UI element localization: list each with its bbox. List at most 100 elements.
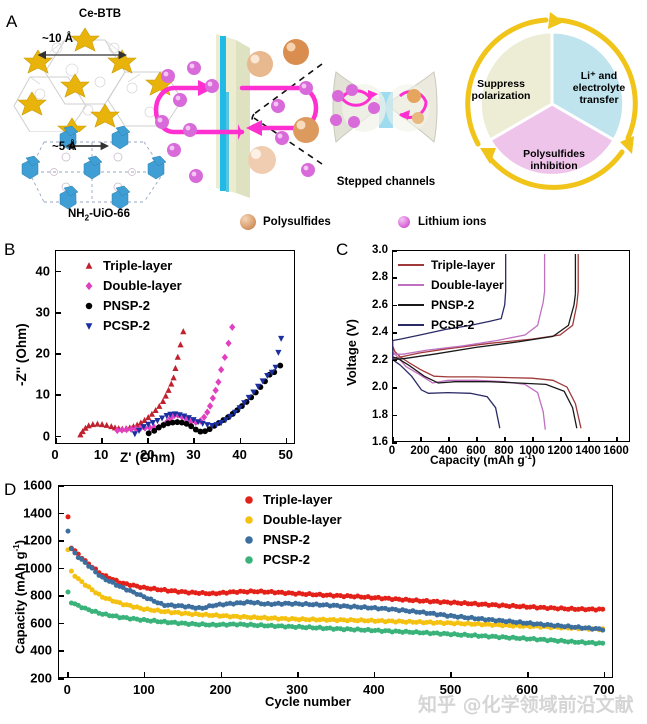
x-tick-label: 30 xyxy=(186,447,201,462)
legend-item: Triple-layer xyxy=(242,492,332,507)
legend-label: Triple-layer xyxy=(431,258,496,272)
legend-item: Double-layer xyxy=(242,512,342,527)
x-tick xyxy=(285,438,288,444)
panel-c-xlabel-sup: -1 xyxy=(524,452,532,461)
panel-d-ylabel-sup: -1 xyxy=(12,544,21,552)
stepped-channel-icon xyxy=(330,71,438,143)
y-tick xyxy=(55,270,61,273)
y-tick xyxy=(392,359,397,362)
y-tick xyxy=(392,387,397,389)
polysulfide-legend-marker xyxy=(240,214,256,230)
x-tick-label: 1000 xyxy=(519,445,545,457)
panel-b: B 0 10 20 30 40 50 0 10 20 30 40 Z' (Ohm) -Z'' (Oh… xyxy=(0,236,330,472)
panel-a: A Ce-BTB xyxy=(0,0,647,236)
x-tick-label: 1400 xyxy=(575,445,601,457)
legend-label: Triple-layer xyxy=(103,258,173,273)
sector2-line3: transfer xyxy=(579,94,619,107)
panel-a-letter: A xyxy=(6,12,18,31)
legend-label: PNSP-2 xyxy=(431,298,475,312)
y-tick xyxy=(55,394,61,397)
y-tick-label: 2.6 xyxy=(372,298,388,311)
y-tick xyxy=(58,650,64,653)
y-tick-label: 10 xyxy=(35,386,50,402)
legend-label: PNSP-2 xyxy=(103,298,150,313)
x-tick xyxy=(560,437,562,442)
x-tick xyxy=(67,672,69,678)
x-tick xyxy=(532,437,534,442)
legend-label: PCSP-2 xyxy=(103,318,150,333)
legend-item: PCSP-2 xyxy=(398,318,474,332)
y-tick-label: 1.8 xyxy=(372,408,388,421)
watermark: 知乎 @化学领域前沿文献 xyxy=(418,694,634,716)
x-tick-label: 0 xyxy=(63,682,71,697)
y-tick-label: 20 xyxy=(35,345,50,361)
y-tick xyxy=(55,353,61,355)
y-tick-label: 2.4 xyxy=(372,326,388,339)
x-tick xyxy=(504,437,506,442)
uio-label-sub: 2 xyxy=(84,213,90,223)
y-tick xyxy=(58,622,64,625)
x-tick-label: 1600 xyxy=(603,445,629,457)
legend-line-swatch xyxy=(398,304,424,306)
legend-label: Triple-layer xyxy=(263,492,333,507)
legend-marker xyxy=(85,261,93,269)
wheel-sector-suppress-polarization: Suppress polarization xyxy=(462,78,540,102)
x-tick-label: 0 xyxy=(51,447,59,462)
uio-label-post: -UiO-66 xyxy=(89,208,130,220)
panel-d-ylabel-post: ) xyxy=(12,539,28,545)
separator-transport-schematic xyxy=(153,34,323,198)
sector3-line1: Polysulfides xyxy=(523,148,585,160)
benefits-wheel-diagram xyxy=(465,12,638,190)
panel-d-data-layer xyxy=(65,514,606,647)
x-tick-label: 10 xyxy=(93,447,109,462)
x-tick xyxy=(392,437,394,442)
y-tick-label: 1.6 xyxy=(372,436,388,448)
lithium-ions-legend-label: Lithium ions xyxy=(418,216,487,228)
x-tick xyxy=(448,437,450,442)
y-tick xyxy=(58,595,64,597)
legend-label: PNSP-2 xyxy=(263,532,310,547)
panel-b-y-axis-title: -Z'' (Ohm) xyxy=(14,323,29,386)
x-tick xyxy=(476,437,478,442)
legend-line-swatch xyxy=(398,264,424,266)
nh2-uio-66-structure-icon xyxy=(21,125,167,210)
panel-d-y-axis-title: Capacity (mAh g-1) xyxy=(12,540,27,654)
x-tick-label: 0 xyxy=(388,445,396,457)
lithium-ion-legend-marker xyxy=(398,216,410,228)
panel-b-letter: B xyxy=(4,240,16,259)
legend-item: PCSP-2 xyxy=(82,318,150,333)
panel-b-data-layer xyxy=(77,323,285,438)
x-tick-label: 300 xyxy=(286,682,309,697)
panel-b-x-axis-title: Z' (Ohm) xyxy=(120,450,175,465)
legend-item: Triple-layer xyxy=(82,258,172,273)
legend-marker xyxy=(85,322,93,330)
stepped-channels-label: Stepped channels xyxy=(336,176,436,188)
legend-line-swatch xyxy=(398,324,424,326)
x-tick-label: 20 xyxy=(140,447,155,462)
y-tick xyxy=(392,250,397,252)
x-tick-label: 600 xyxy=(466,445,486,457)
x-tick xyxy=(603,672,606,678)
y-tick-label: 200 xyxy=(30,670,52,686)
ce-btb-pore-size-label: ~10 Å xyxy=(42,33,74,45)
legend-marker xyxy=(245,515,253,524)
x-tick-label: 200 xyxy=(209,682,232,697)
legend-label: Double-layer xyxy=(431,278,504,292)
x-tick xyxy=(220,672,223,678)
y-tick-label: 30 xyxy=(35,304,50,320)
x-tick-label: 40 xyxy=(232,447,247,462)
sector3-line2: inhibition xyxy=(530,160,578,173)
y-tick-label: 400 xyxy=(30,642,52,658)
panel-c-data-layer xyxy=(392,254,582,430)
x-tick xyxy=(588,437,590,442)
x-tick xyxy=(147,438,149,444)
x-tick xyxy=(450,672,453,678)
x-tick xyxy=(297,672,299,678)
x-tick-label: 700 xyxy=(592,682,615,697)
panel-b-plot-frame xyxy=(55,250,295,444)
x-tick xyxy=(193,438,196,444)
sector2-line1: Li⁺ and xyxy=(580,70,618,82)
legend-item: PCSP-2 xyxy=(242,552,310,567)
y-tick xyxy=(58,567,64,570)
sector1-line1: Suppress xyxy=(477,78,525,90)
